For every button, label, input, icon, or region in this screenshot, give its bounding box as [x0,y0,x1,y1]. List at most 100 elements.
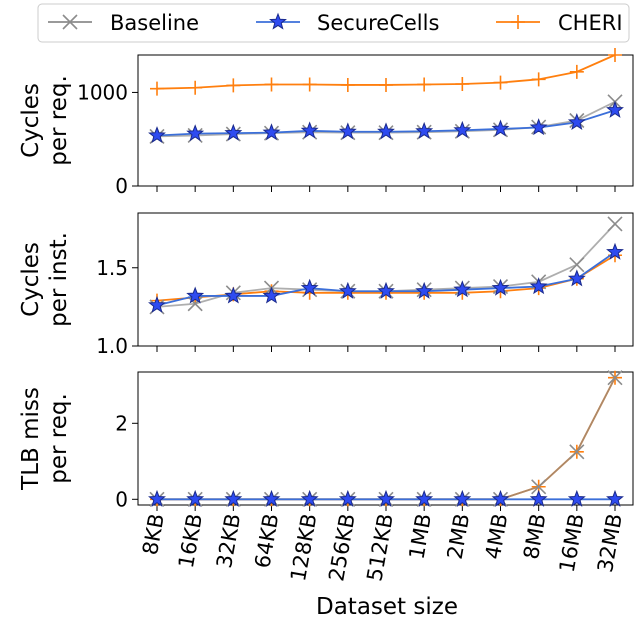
y-axis-label-line: Cycles [18,83,44,158]
data-point [148,295,166,313]
legend-item-baseline: Baseline [48,11,199,35]
legend-item-securecells: SecureCells [256,11,439,35]
data-point [455,77,470,92]
data-point [567,112,586,130]
x-tick-label: 512KB [362,512,397,583]
series-baseline [149,370,623,507]
data-point [224,489,243,507]
data-point [415,489,434,507]
data-point [567,489,586,507]
y-axis-label-line: per req. [46,393,72,484]
data-point [417,77,432,92]
data-point [491,119,510,137]
plot-frame [137,371,634,506]
data-point [491,489,510,507]
series-baseline [149,94,623,144]
data-point [569,64,584,79]
data-point [607,216,623,232]
legend-marker-star [269,12,287,30]
y-axis-label-line: per req. [46,75,72,166]
data-point [186,286,205,304]
series-cheri [150,370,622,507]
y-tick-label: 0 [115,174,128,198]
x-tick-label: 8MB [519,512,551,561]
y-axis-label: Cyclesper req. [18,75,72,166]
data-point [224,123,243,141]
series-securecells [148,489,624,507]
data-point [608,48,622,62]
data-point [415,281,434,299]
x-axis-label: Dataset size [316,594,458,619]
data-point [379,77,393,92]
y-tick-label: 1000 [77,80,128,104]
data-point [262,286,281,304]
data-point [262,489,281,507]
y-axis-label: TLB missper req. [18,387,72,491]
x-tick-label: 32KB [212,512,245,570]
legend: Baseline SecureCells CHERI [37,3,630,43]
x-tick-labels: 8KB 16KB 32KB 64KB 128KB 256KB 512KB 1MB 2MB 4MB 8… [138,512,627,583]
data-point [300,278,319,296]
y-axis-label: Cyclesper inst. [18,232,72,327]
legend-label: Baseline [110,11,199,35]
data-point [377,122,395,140]
data-point [377,489,395,507]
data-point [226,78,241,93]
data-point [300,489,319,507]
data-point [262,123,281,141]
series-line [157,377,616,501]
data-point [338,122,357,140]
data-point [453,280,472,298]
legend-marker-x [62,14,78,30]
data-point [150,81,164,96]
panel-3: 0 2 TLB missper req. [18,370,634,511]
x-tick-label: 4MB [481,512,513,561]
x-tick-label: 32MB [593,512,627,575]
data-point [607,370,623,386]
data-point [300,121,319,139]
x-tick-label: 2MB [443,512,475,561]
data-point [302,77,317,92]
data-point [186,124,205,142]
series-securecells [148,100,624,144]
data-point [338,489,357,507]
data-point [264,77,279,92]
x-tick-label: 64KB [250,512,283,570]
data-point [606,242,624,260]
plot-frame [137,212,634,347]
data-point [531,479,547,495]
legend-marker-plus [511,15,525,29]
data-point [377,281,395,299]
series-cheri [150,248,622,308]
data-point [340,77,355,92]
data-point [187,296,203,312]
data-point [529,489,548,507]
data-point [415,121,434,139]
y-axis-label-line: per inst. [46,232,72,327]
data-point [453,489,472,507]
x-tick-label: 8KB [138,512,169,557]
series-cheri [150,48,622,96]
data-point [491,278,510,296]
y-tick-label: 2 [115,411,128,435]
legend-label: CHERI [558,11,623,35]
y-tick-label: 1.0 [96,334,128,358]
panel-2: 1.0 1.5 Cyclesper inst. [18,212,634,358]
data-point [569,444,585,460]
data-point [531,72,546,87]
legend-label: SecureCells [317,11,439,35]
y-axis-label-line: Cycles [18,242,44,317]
x-tick-label: 16KB [174,512,207,570]
data-point [493,75,508,90]
y-axis-label-line: TLB miss [18,387,44,491]
x-tick-label: 1MB [404,512,436,561]
data-point [606,100,624,118]
data-point [148,126,166,144]
data-point [606,489,624,507]
y-tick-label: 0 [115,487,128,511]
data-point [338,281,357,299]
data-point [569,257,585,273]
data-point [188,80,203,95]
